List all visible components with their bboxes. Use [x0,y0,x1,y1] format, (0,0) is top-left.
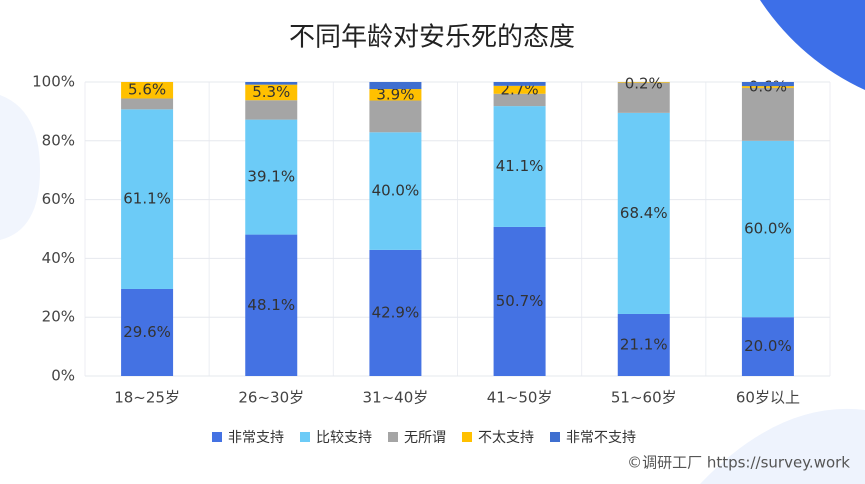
value-label: 0.2% [625,75,663,93]
value-label: 20.0% [744,337,792,355]
bar-segment [493,82,546,86]
bar-segment [121,82,174,99]
chart-title: 不同年龄对安乐死的态度 [289,23,575,53]
legend-swatch [388,432,398,442]
bar-segment [493,93,546,107]
value-label: 3.9% [376,85,414,103]
bar-segment [493,226,546,376]
legend-label: 非常支持 [228,430,284,446]
bar-segment [245,82,298,85]
decor [700,408,865,484]
value-label: 29.6% [123,323,171,341]
value-label: 61.1% [123,190,171,208]
x-tick-label: 18~25岁 [114,389,180,407]
value-label: 42.9% [372,303,420,321]
decor [0,95,40,240]
bar-segment [369,249,422,376]
bar-segment [245,84,298,101]
x-tick-label: 26~30岁 [238,389,304,407]
y-tick-label: 20% [42,308,75,326]
bar-segment [741,317,794,376]
y-tick-label: 60% [42,190,75,208]
value-label: 41.1% [496,157,544,175]
bar-segment [741,86,794,88]
bar-segment [617,82,670,83]
bar-segment [741,140,794,318]
legend-label: 不太支持 [478,430,534,446]
value-label: 5.3% [252,83,290,101]
legend-label: 无所谓 [404,430,446,446]
bar-segment [369,100,422,133]
decor [760,0,865,90]
legend-swatch [462,432,472,442]
value-label: 48.1% [247,296,295,314]
bar-segment [493,85,546,94]
bar-segment [369,82,422,90]
y-tick-label: 100% [32,73,75,91]
bar-segment [369,132,422,250]
y-tick-label: 0% [51,367,75,385]
bar-segment [617,112,670,314]
legend-swatch [300,432,310,442]
value-label: 40.0% [372,182,420,200]
bar-segment [121,288,174,376]
bar-segment [741,87,794,141]
x-tick-label: 51~60岁 [611,389,677,407]
bar-segment [245,100,298,120]
legend-label: 非常不支持 [566,430,636,446]
footer: ©调研工厂 https://survey.work [627,454,850,472]
y-tick-label: 80% [42,131,75,149]
value-label: 0.6% [749,77,787,95]
legend-label: 比较支持 [316,430,372,446]
value-label: 21.1% [620,335,668,353]
bar-segment [245,119,298,235]
bar-segment [121,98,174,110]
x-tick-label: 41~50岁 [487,389,553,407]
y-tick-label: 40% [42,249,75,267]
x-tick-label: 31~40岁 [363,389,429,407]
bar-segment [617,82,670,113]
value-label: 60.0% [744,220,792,238]
legend-swatch [550,432,560,442]
bar-segment [245,234,298,376]
value-label: 5.6% [128,81,166,99]
legend-swatch [212,432,222,442]
bar-segment [121,109,174,289]
bar-segment [617,313,670,376]
bar-segment [493,106,546,227]
value-label: 50.7% [496,292,544,310]
value-label: 68.4% [620,204,668,222]
value-label: 39.1% [247,168,295,186]
bar-segment [369,89,422,101]
x-tick-label: 60岁以上 [736,389,800,407]
bar-segment [741,82,794,87]
